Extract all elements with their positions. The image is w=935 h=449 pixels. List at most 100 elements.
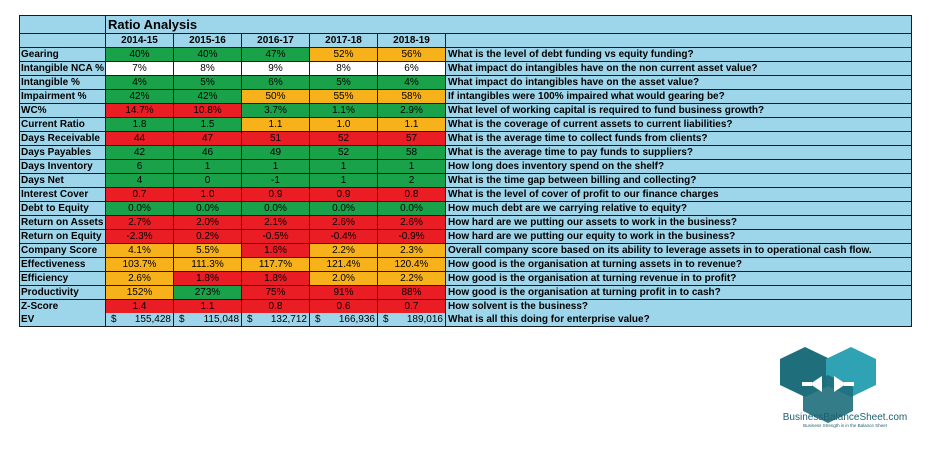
year-header[interactable]: 2017-18 — [310, 34, 378, 47]
ratio-value-cell[interactable]: 4% — [106, 76, 174, 89]
year-header[interactable]: 2016-17 — [242, 34, 310, 47]
ev-question[interactable]: What is all this doing for enterprise va… — [448, 314, 650, 325]
ratio-label[interactable]: Current Ratio — [20, 118, 106, 131]
ratio-question[interactable]: How good is the organisation at turning … — [448, 287, 721, 298]
ratio-value-cell[interactable]: 9% — [242, 62, 310, 75]
ratio-value-cell[interactable]: 46 — [174, 146, 242, 159]
ratio-question[interactable]: How much debt are we carrying relative t… — [448, 203, 687, 214]
ratio-value-cell[interactable]: 42% — [106, 90, 174, 103]
ratio-label[interactable]: Return on Assets — [20, 216, 106, 229]
ratio-label[interactable]: Days Net — [20, 174, 106, 187]
ratio-label[interactable]: Return on Equity — [20, 230, 106, 243]
ratio-value-cell[interactable]: 1.8 — [106, 118, 174, 131]
ratio-value-cell[interactable]: 0.0% — [174, 202, 242, 215]
ratio-label[interactable]: Days Payables — [20, 146, 106, 159]
ratio-question[interactable]: What is the time gap between billing and… — [448, 175, 697, 186]
ratio-label[interactable]: WC% — [20, 104, 106, 117]
ratio-value-cell[interactable]: 0.0% — [106, 202, 174, 215]
ev-label[interactable]: EV — [20, 313, 106, 326]
ratio-question[interactable]: What level of working capital is require… — [448, 105, 765, 116]
ratio-value-cell[interactable]: 44 — [106, 132, 174, 145]
ratio-question[interactable]: How solvent is the business? — [448, 301, 589, 312]
ratio-label[interactable]: Z-Score — [20, 300, 106, 313]
ratio-label[interactable]: Intangible % — [20, 76, 106, 89]
ratio-value-cell[interactable]: 52% — [310, 48, 378, 61]
ev-cell[interactable]: $132,712 — [242, 313, 310, 326]
ratio-value-cell[interactable]: 5.5% — [174, 244, 242, 257]
ratio-value-cell[interactable]: 58 — [378, 146, 446, 159]
ratio-value-cell[interactable]: 0 — [174, 174, 242, 187]
ratio-value-cell[interactable]: 42 — [106, 146, 174, 159]
ratio-value-cell[interactable]: 52 — [310, 146, 378, 159]
ratio-value-cell[interactable]: 5% — [174, 76, 242, 89]
ratio-value-cell[interactable]: 1.1 — [378, 118, 446, 131]
ratio-label[interactable]: Gearing — [20, 48, 106, 61]
ratio-label[interactable]: Days Inventory — [20, 160, 106, 173]
ev-cell[interactable]: $155,428 — [106, 313, 174, 326]
ratio-value-cell[interactable]: 0.9 — [242, 188, 310, 201]
ratio-value-cell[interactable]: 2 — [378, 174, 446, 187]
ratio-value-cell[interactable]: 0.2% — [174, 230, 242, 243]
ratio-question[interactable]: Overall company score based on its abili… — [448, 245, 872, 256]
ratio-value-cell[interactable]: -0.9% — [378, 230, 446, 243]
ratio-value-cell[interactable]: 6% — [242, 76, 310, 89]
ratio-value-cell[interactable]: 103.7% — [106, 258, 174, 271]
ratio-value-cell[interactable]: 0.0% — [310, 202, 378, 215]
ratio-value-cell[interactable]: 152% — [106, 286, 174, 299]
ratio-value-cell[interactable]: 40% — [106, 48, 174, 61]
ratio-value-cell[interactable]: 1.1% — [310, 104, 378, 117]
ratio-question[interactable]: What impact do intangibles have on the a… — [448, 77, 700, 88]
year-header[interactable]: 2014-15 — [106, 34, 174, 47]
ratio-value-cell[interactable]: 1.5 — [174, 118, 242, 131]
ratio-value-cell[interactable]: 51 — [242, 132, 310, 145]
ratio-question[interactable]: What is the level of cover of profit to … — [448, 189, 719, 200]
ratio-question[interactable]: If intangibles were 100% impaired what w… — [448, 91, 725, 102]
ratio-value-cell[interactable]: 1.0 — [174, 188, 242, 201]
ratio-question[interactable]: How good is the organisation at turning … — [448, 273, 737, 284]
ratio-question[interactable]: What is the level of debt funding vs equ… — [448, 49, 694, 60]
ratio-value-cell[interactable]: 1.6% — [242, 244, 310, 257]
ratio-value-cell[interactable]: 111.3% — [174, 258, 242, 271]
ratio-label[interactable]: Debt to Equity — [20, 202, 106, 215]
ratio-value-cell[interactable]: 56% — [378, 48, 446, 61]
ratio-value-cell[interactable]: 1.1 — [174, 300, 242, 313]
ratio-value-cell[interactable]: 42% — [174, 90, 242, 103]
ratio-value-cell[interactable]: 0.7 — [378, 300, 446, 313]
ratio-question[interactable]: What is the average time to pay funds to… — [448, 147, 694, 158]
ratio-value-cell[interactable]: 2.0% — [310, 272, 378, 285]
ratio-value-cell[interactable]: 6 — [106, 160, 174, 173]
ratio-value-cell[interactable]: 2.9% — [378, 104, 446, 117]
ratio-value-cell[interactable]: 1 — [310, 174, 378, 187]
ratio-value-cell[interactable]: 117.7% — [242, 258, 310, 271]
ratio-value-cell[interactable]: 0.8 — [242, 300, 310, 313]
ratio-value-cell[interactable]: 0.7 — [106, 188, 174, 201]
ratio-value-cell[interactable]: 91% — [310, 286, 378, 299]
ratio-value-cell[interactable]: 58% — [378, 90, 446, 103]
ratio-value-cell[interactable]: 50% — [242, 90, 310, 103]
ratio-value-cell[interactable]: 6% — [378, 62, 446, 75]
ratio-value-cell[interactable]: 57 — [378, 132, 446, 145]
ratio-value-cell[interactable]: 88% — [378, 286, 446, 299]
ratio-value-cell[interactable]: 5% — [310, 76, 378, 89]
ratio-value-cell[interactable]: 2.2% — [378, 272, 446, 285]
ratio-question[interactable]: What is the coverage of current assets t… — [448, 119, 733, 130]
ratio-value-cell[interactable]: 40% — [174, 48, 242, 61]
ratio-value-cell[interactable]: 1.0 — [310, 118, 378, 131]
ratio-value-cell[interactable]: 1.8% — [174, 272, 242, 285]
ratio-value-cell[interactable]: 2.3% — [378, 244, 446, 257]
ratio-value-cell[interactable]: 2.6% — [378, 216, 446, 229]
ratio-value-cell[interactable]: -2.3% — [106, 230, 174, 243]
ratio-value-cell[interactable]: 2.2% — [310, 244, 378, 257]
ratio-question[interactable]: How good is the organisation at turning … — [448, 259, 742, 270]
year-header[interactable]: 2018-19 — [378, 34, 446, 47]
ratio-value-cell[interactable]: 2.6% — [106, 272, 174, 285]
ratio-value-cell[interactable]: 2.1% — [242, 216, 310, 229]
ratio-label[interactable]: Intangible NCA % — [20, 62, 106, 75]
year-header[interactable]: 2015-16 — [174, 34, 242, 47]
ratio-value-cell[interactable]: 4% — [378, 76, 446, 89]
ratio-value-cell[interactable]: 8% — [310, 62, 378, 75]
ratio-value-cell[interactable]: 7% — [106, 62, 174, 75]
ratio-value-cell[interactable]: 14.7% — [106, 104, 174, 117]
ratio-value-cell[interactable]: 1.4 — [106, 300, 174, 313]
ratio-value-cell[interactable]: 1.8% — [242, 272, 310, 285]
